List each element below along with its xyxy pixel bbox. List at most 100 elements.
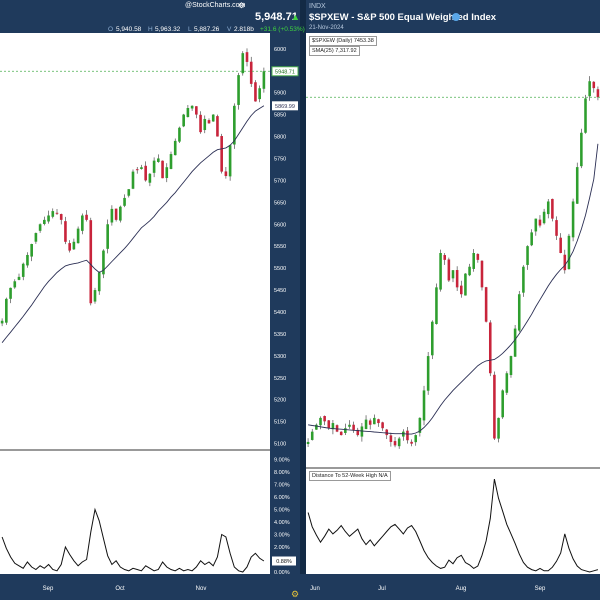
left-indicator-y-tick-label: 0.00% [274,570,290,576]
left-candle [190,105,194,109]
left-candle [216,116,219,137]
change-value: +31.6 (+0.53%) [260,26,305,33]
price-legend-box: $SPXEW (Daily) 7453.38 [309,36,377,46]
left-candle [5,298,8,323]
right-candle [509,356,513,376]
left-sma-value-label: 5869.99 [275,104,295,110]
right-candle [592,81,596,89]
left-candle [102,250,105,275]
bottom-date-bar [0,574,600,600]
left-candle [93,290,97,302]
left-candle [55,212,59,214]
left-candle [211,114,215,122]
right-candle [414,435,418,443]
open-label: O [108,26,114,33]
settings-gear-icon[interactable]: ⚙ [238,1,246,10]
right-candle [344,428,347,433]
left-y-tick-label: 5750 [274,156,286,162]
left-last-price-tag [271,66,299,77]
left-candle [203,118,207,131]
left-candle [119,206,122,221]
left-candle [21,263,25,277]
right-candle [422,390,426,421]
left-indicator-y-tick-label: 3.00% [274,533,290,539]
left-y-tick-label: 5100 [274,442,286,448]
left-indicator-line [1,507,265,573]
left-indicator-y-tick-label: 7.00% [274,483,290,489]
high-label: H [148,26,153,33]
right-candle [464,273,467,296]
left-candle [195,106,198,115]
right-candle [468,266,471,276]
left-candle [144,165,147,181]
volume-label: V [227,26,232,33]
right-candle [306,441,310,445]
right-candle [596,89,600,98]
left-y-tick-label: 5400 [274,310,286,316]
price-legend-text: $SPXEW (Daily) 7453.38 [312,38,374,44]
right-candle [563,254,567,271]
left-candle [38,224,42,231]
left-candle [237,75,240,105]
left-candle [59,214,63,220]
left-candle [161,160,164,179]
exchange-label: INDX [309,3,326,10]
right-candle [327,420,331,429]
right-candle [571,201,575,238]
right-candle [393,441,397,446]
left-y-tick-label: 6000 [274,47,286,53]
right-candle [484,287,488,322]
volume-value: 2.818b [234,26,254,33]
left-candle [81,215,84,231]
left-candle [207,120,211,124]
left-indicator-last-tag [272,556,296,566]
right-candle [542,211,546,224]
right-candle [315,424,318,430]
low-label: L [188,26,192,33]
right-candle [580,132,583,167]
left-candle [106,224,109,249]
indicator-legend-value: N/A [378,473,388,479]
left-indicator-y-tick-label: 6.00% [274,495,290,501]
left-candle [224,171,228,176]
right-candle [534,218,538,232]
left-sma-value-tag [272,101,298,111]
left-y-tick-label: 5500 [274,266,286,272]
left-y-tick-label: 5150 [274,420,286,426]
right-x-tick-label: Jul [378,586,386,592]
right-candle [538,219,542,226]
right-candle [310,431,314,440]
left-candle [43,219,46,225]
left-candle [199,114,202,133]
left-candle [249,61,253,84]
right-candle [517,294,521,331]
right-candle [435,287,438,324]
right-candle [559,237,562,253]
settings-cog-icon[interactable]: ⚙ [291,589,300,599]
left-candle [186,108,190,118]
info-icon[interactable] [452,13,460,21]
left-candle [34,233,38,242]
sma-legend-text: SMA(25) 7,317.92 [312,48,357,54]
left-y-tick-label: 5300 [274,354,286,360]
right-x-tick-label: Aug [456,586,467,592]
right-candle [319,417,322,426]
right-indicator-line [307,478,599,573]
left-candle [97,272,101,292]
chart-date: 21-Nov-2024 [309,25,344,31]
left-candle [110,208,114,223]
right-candle [522,266,525,293]
right-candle [323,415,326,422]
low-value: 5,887.26 [194,26,220,33]
indicator-legend-text: Distance To 52-Week High [312,473,377,479]
right-candle [364,419,368,430]
right-candle [431,321,434,356]
left-candle [64,221,67,242]
index-title: $SPXEW - S&P 500 Equal Weighted Index [309,12,497,23]
left-indicator-y-tick-label: 4.00% [274,520,290,526]
right-candle [426,356,430,391]
right-x-tick-label: Jun [310,586,320,592]
right-candle [443,255,447,260]
